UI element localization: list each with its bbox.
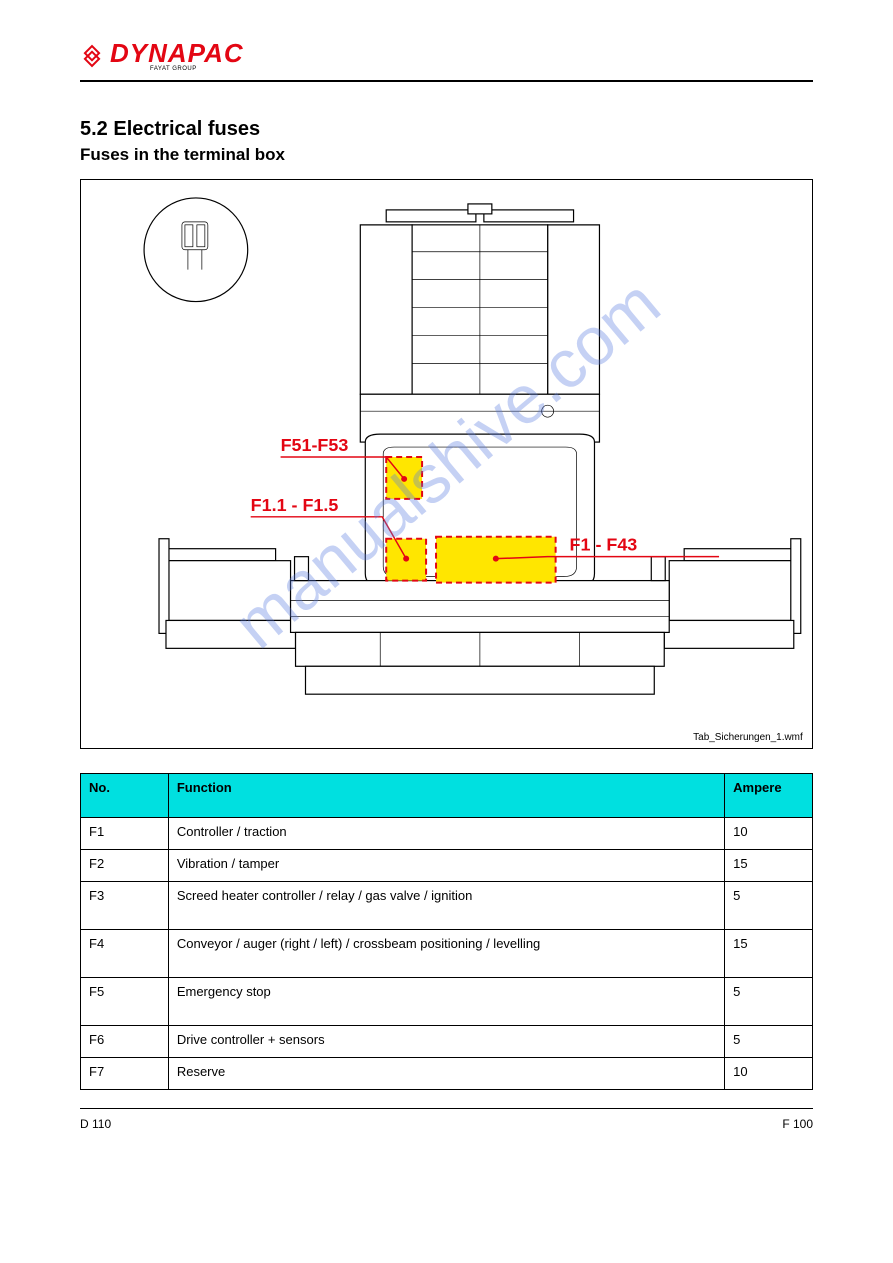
col-header-function: Function: [168, 774, 724, 818]
page-footer: D 110 F 100: [80, 1117, 813, 1131]
cell-amp: 15: [725, 850, 813, 882]
cell-func: Reserve: [168, 1058, 724, 1090]
cell-func: Screed heater controller / relay / gas v…: [168, 882, 724, 930]
diagram-frame: F51-F53 F1.1 - F1.5 F1 - F43 Tab_Sicheru…: [80, 179, 813, 749]
cell-no: F1: [81, 818, 169, 850]
cell-no: F6: [81, 1026, 169, 1058]
cell-no: F3: [81, 882, 169, 930]
footer-divider: [80, 1108, 813, 1109]
diagram-caption: Tab_Sicherungen_1.wmf: [693, 732, 803, 743]
cell-func: Controller / traction: [168, 818, 724, 850]
footer-right: F 100: [782, 1117, 813, 1131]
page-header: DYNAPAC FAYAT GROUP: [80, 40, 813, 72]
subsection-title: Fuses in the terminal box: [80, 145, 813, 165]
table-row: F5 Emergency stop 5: [81, 978, 813, 1026]
table-row: F1 Controller / traction 10: [81, 818, 813, 850]
paver-outline: [159, 204, 801, 694]
cell-amp: 10: [725, 1058, 813, 1090]
label-f1-f43: F1 - F43: [570, 535, 638, 555]
col-header-ampere: Ampere: [725, 774, 813, 818]
cell-func: Emergency stop: [168, 978, 724, 1026]
table-row: F7 Reserve 10: [81, 1058, 813, 1090]
brand-wordmark: DYNAPAC FAYAT GROUP: [110, 40, 244, 72]
label-f51-f53: F51-F53: [281, 435, 349, 455]
section-title: 5.2 Electrical fuses: [80, 118, 813, 141]
table-row: F3 Screed heater controller / relay / ga…: [81, 882, 813, 930]
cell-no: F5: [81, 978, 169, 1026]
cell-amp: 5: [725, 882, 813, 930]
cell-amp: 10: [725, 818, 813, 850]
table-row: F4 Conveyor / auger (right / left) / cro…: [81, 930, 813, 978]
col-header-no: No.: [81, 774, 169, 818]
cell-no: F7: [81, 1058, 169, 1090]
dynapac-logo-icon: [80, 44, 104, 68]
cell-no: F4: [81, 930, 169, 978]
cell-no: F2: [81, 850, 169, 882]
header-divider: [80, 80, 813, 82]
fuse-table: No. Function Ampere F1 Controller / trac…: [80, 773, 813, 1090]
label-f1.1-f1.5: F1.1 - F1.5: [251, 495, 339, 515]
fuse-location-diagram: F51-F53 F1.1 - F1.5 F1 - F43 Tab_Sicheru…: [81, 180, 812, 748]
brand-subtitle: FAYAT GROUP: [150, 66, 244, 72]
cell-func: Drive controller + sensors: [168, 1026, 724, 1058]
cell-func: Vibration / tamper: [168, 850, 724, 882]
table-row: F6 Drive controller + sensors 5: [81, 1026, 813, 1058]
table-row: F2 Vibration / tamper 15: [81, 850, 813, 882]
brand-name: DYNAPAC: [110, 40, 244, 66]
cell-amp: 5: [725, 978, 813, 1026]
footer-left: D 110: [80, 1117, 111, 1131]
cell-amp: 15: [725, 930, 813, 978]
cell-amp: 5: [725, 1026, 813, 1058]
cell-func: Conveyor / auger (right / left) / crossb…: [168, 930, 724, 978]
